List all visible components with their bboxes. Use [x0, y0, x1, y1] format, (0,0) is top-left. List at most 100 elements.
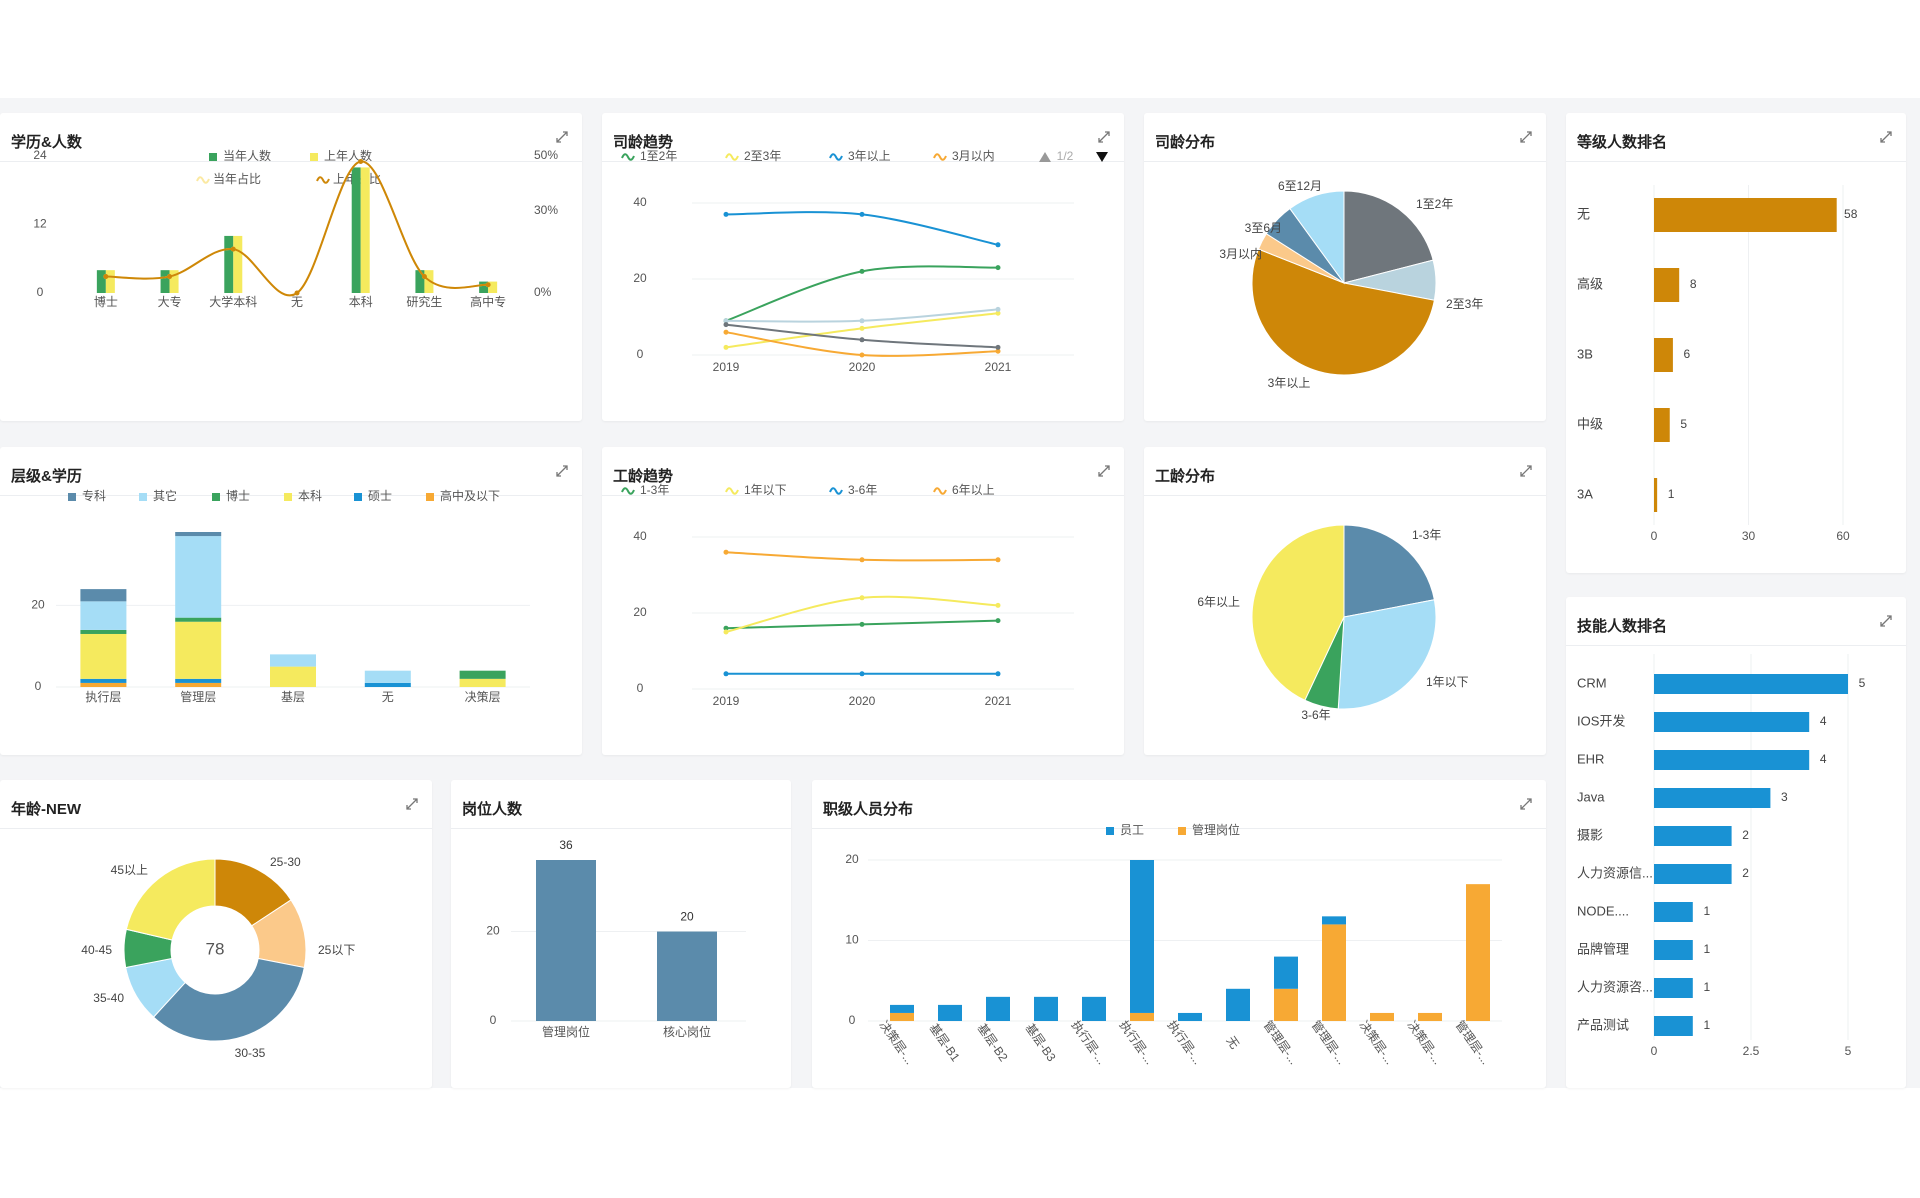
- y-category-label: 人力资源咨...: [1577, 979, 1653, 994]
- bar: [1654, 712, 1810, 732]
- y-tick-label: 40: [633, 529, 647, 543]
- slice-label: 3年以上: [1268, 376, 1311, 390]
- bar-segment: [1082, 996, 1106, 1021]
- bar-segment: [270, 666, 316, 687]
- x-tick-label: 基层-B1: [927, 1021, 963, 1064]
- bar-segment: [175, 617, 222, 622]
- bar-value-label: 1: [1703, 980, 1710, 994]
- y-category-label: NODE....: [1577, 903, 1629, 918]
- x-tick-label: 2019: [713, 360, 740, 374]
- y-tick-label: 0: [849, 1013, 856, 1027]
- x-tick-label: 执行层: [85, 690, 121, 704]
- bar: [1654, 408, 1670, 442]
- y-tick-label: 12: [33, 217, 47, 231]
- tenure-dist-chart: 1至2年 2至3年 3年以上 3月以内 3至6月 6至12月: [1219, 179, 1483, 390]
- expand-icon[interactable]: [1518, 129, 1534, 145]
- bar-value-label: 2: [1742, 828, 1749, 842]
- data-point: [723, 211, 729, 217]
- expand-icon[interactable]: [554, 129, 570, 145]
- expand-icon[interactable]: [1096, 129, 1112, 145]
- data-point: [995, 618, 1001, 624]
- bar-segment: [938, 1004, 962, 1021]
- rank-dist-panel: 职级人员分布 20 10 0 员工 管理岗位 决策层-... 基层-B1 基层-B2 基层-B3…: [812, 780, 1546, 1088]
- data-point: [167, 274, 173, 280]
- data-point: [723, 629, 729, 635]
- x-tick-label: 2.5: [1743, 1044, 1760, 1058]
- pager-next-icon[interactable]: [1096, 152, 1108, 162]
- x-tick-label: 执行层-...: [1117, 1018, 1157, 1067]
- bar-value-label: 3: [1781, 790, 1788, 804]
- slice-label: 6至12月: [1278, 179, 1322, 193]
- panel-divider: [1566, 645, 1906, 646]
- x-tick-label: 2019: [713, 694, 740, 708]
- expand-icon[interactable]: [554, 463, 570, 479]
- work-trend-chart: 40 20 0 2019 2020 2021 1-3年 1年以下 3-6年 6年以上: [621, 483, 1074, 708]
- panel-title: 工龄趋势: [613, 468, 674, 485]
- data-point: [294, 290, 300, 296]
- legend-line-icon: [196, 176, 210, 184]
- y-tick-label: 24: [33, 148, 47, 162]
- bar-value-label: 5: [1859, 676, 1866, 690]
- bar: [1654, 902, 1693, 922]
- data-point: [723, 318, 729, 324]
- panel-title: 工龄分布: [1155, 468, 1216, 485]
- y-category-label: 摄影: [1577, 827, 1603, 842]
- bar: [1654, 268, 1680, 302]
- x-tick-label: 决策层-...: [877, 1018, 917, 1067]
- expand-icon[interactable]: [1878, 613, 1894, 629]
- legend-square-icon: [284, 493, 292, 501]
- x-tick-label: 0: [1651, 1044, 1658, 1058]
- y-tick-label: 20: [845, 852, 859, 866]
- legend-label: 本科: [298, 489, 322, 503]
- bar-segment: [1322, 924, 1346, 1021]
- slice-label: 35-40: [93, 991, 124, 1005]
- data-point: [995, 557, 1001, 563]
- expand-icon[interactable]: [1096, 463, 1112, 479]
- slice-label: 3月以内: [1219, 247, 1262, 261]
- pie-slice: [152, 957, 305, 1042]
- bar: [1654, 750, 1810, 770]
- expand-icon[interactable]: [1518, 796, 1534, 812]
- data-point: [723, 671, 729, 677]
- bar-value-label: 1: [1703, 942, 1710, 956]
- x-tick-label: 2021: [985, 360, 1012, 374]
- expand-icon[interactable]: [1878, 129, 1894, 145]
- x-tick-label: 无: [291, 295, 303, 309]
- level-rank-panel: 等级人数排名 0 30 60 无 58 高级 8 3B 6 中级 5 3A 1: [1566, 113, 1906, 573]
- bar-value-label: 2: [1742, 866, 1749, 880]
- bar-segment: [1178, 1012, 1202, 1021]
- slice-label: 1年以下: [1426, 675, 1469, 689]
- bar-segment: [1274, 956, 1298, 989]
- x-tick-label: 2021: [985, 694, 1012, 708]
- bar-segment: [890, 1004, 914, 1013]
- y-category-label: 中级: [1577, 416, 1603, 431]
- y2-tick-label: 0%: [534, 285, 552, 299]
- bar-segment: [459, 678, 506, 687]
- bar: [169, 270, 179, 293]
- bar-value-label: 58: [1844, 207, 1858, 221]
- bar: [424, 270, 434, 293]
- legend-label: 硕士: [368, 489, 392, 503]
- data-point: [859, 211, 865, 217]
- legend-line-icon: [725, 153, 739, 161]
- panel-divider: [0, 161, 582, 162]
- panel-divider: [1566, 161, 1906, 162]
- bar: [1654, 338, 1673, 372]
- slice-label: 2至3年: [1446, 297, 1483, 311]
- level-rank-chart: 0 30 60 无 58 高级 8 3B 6 中级 5 3A 1: [1577, 185, 1858, 543]
- bar-segment: [459, 670, 506, 679]
- pager-prev-icon[interactable]: [1039, 152, 1051, 162]
- slice-label: 3-6年: [1301, 708, 1330, 722]
- bar-segment: [80, 629, 127, 634]
- expand-icon[interactable]: [1518, 463, 1534, 479]
- bar-segment: [1466, 884, 1490, 1021]
- panel-title: 等级人数排名: [1577, 134, 1668, 151]
- expand-icon[interactable]: [404, 796, 420, 812]
- x-tick-label: 执行层-...: [1069, 1018, 1109, 1067]
- legend-line-icon: [933, 487, 947, 495]
- bar-segment: [175, 536, 222, 618]
- legend-square-icon: [310, 153, 318, 161]
- legend-line-icon: [725, 487, 739, 495]
- bar-segment: [80, 678, 127, 683]
- x-tick-label: 博士: [94, 294, 118, 309]
